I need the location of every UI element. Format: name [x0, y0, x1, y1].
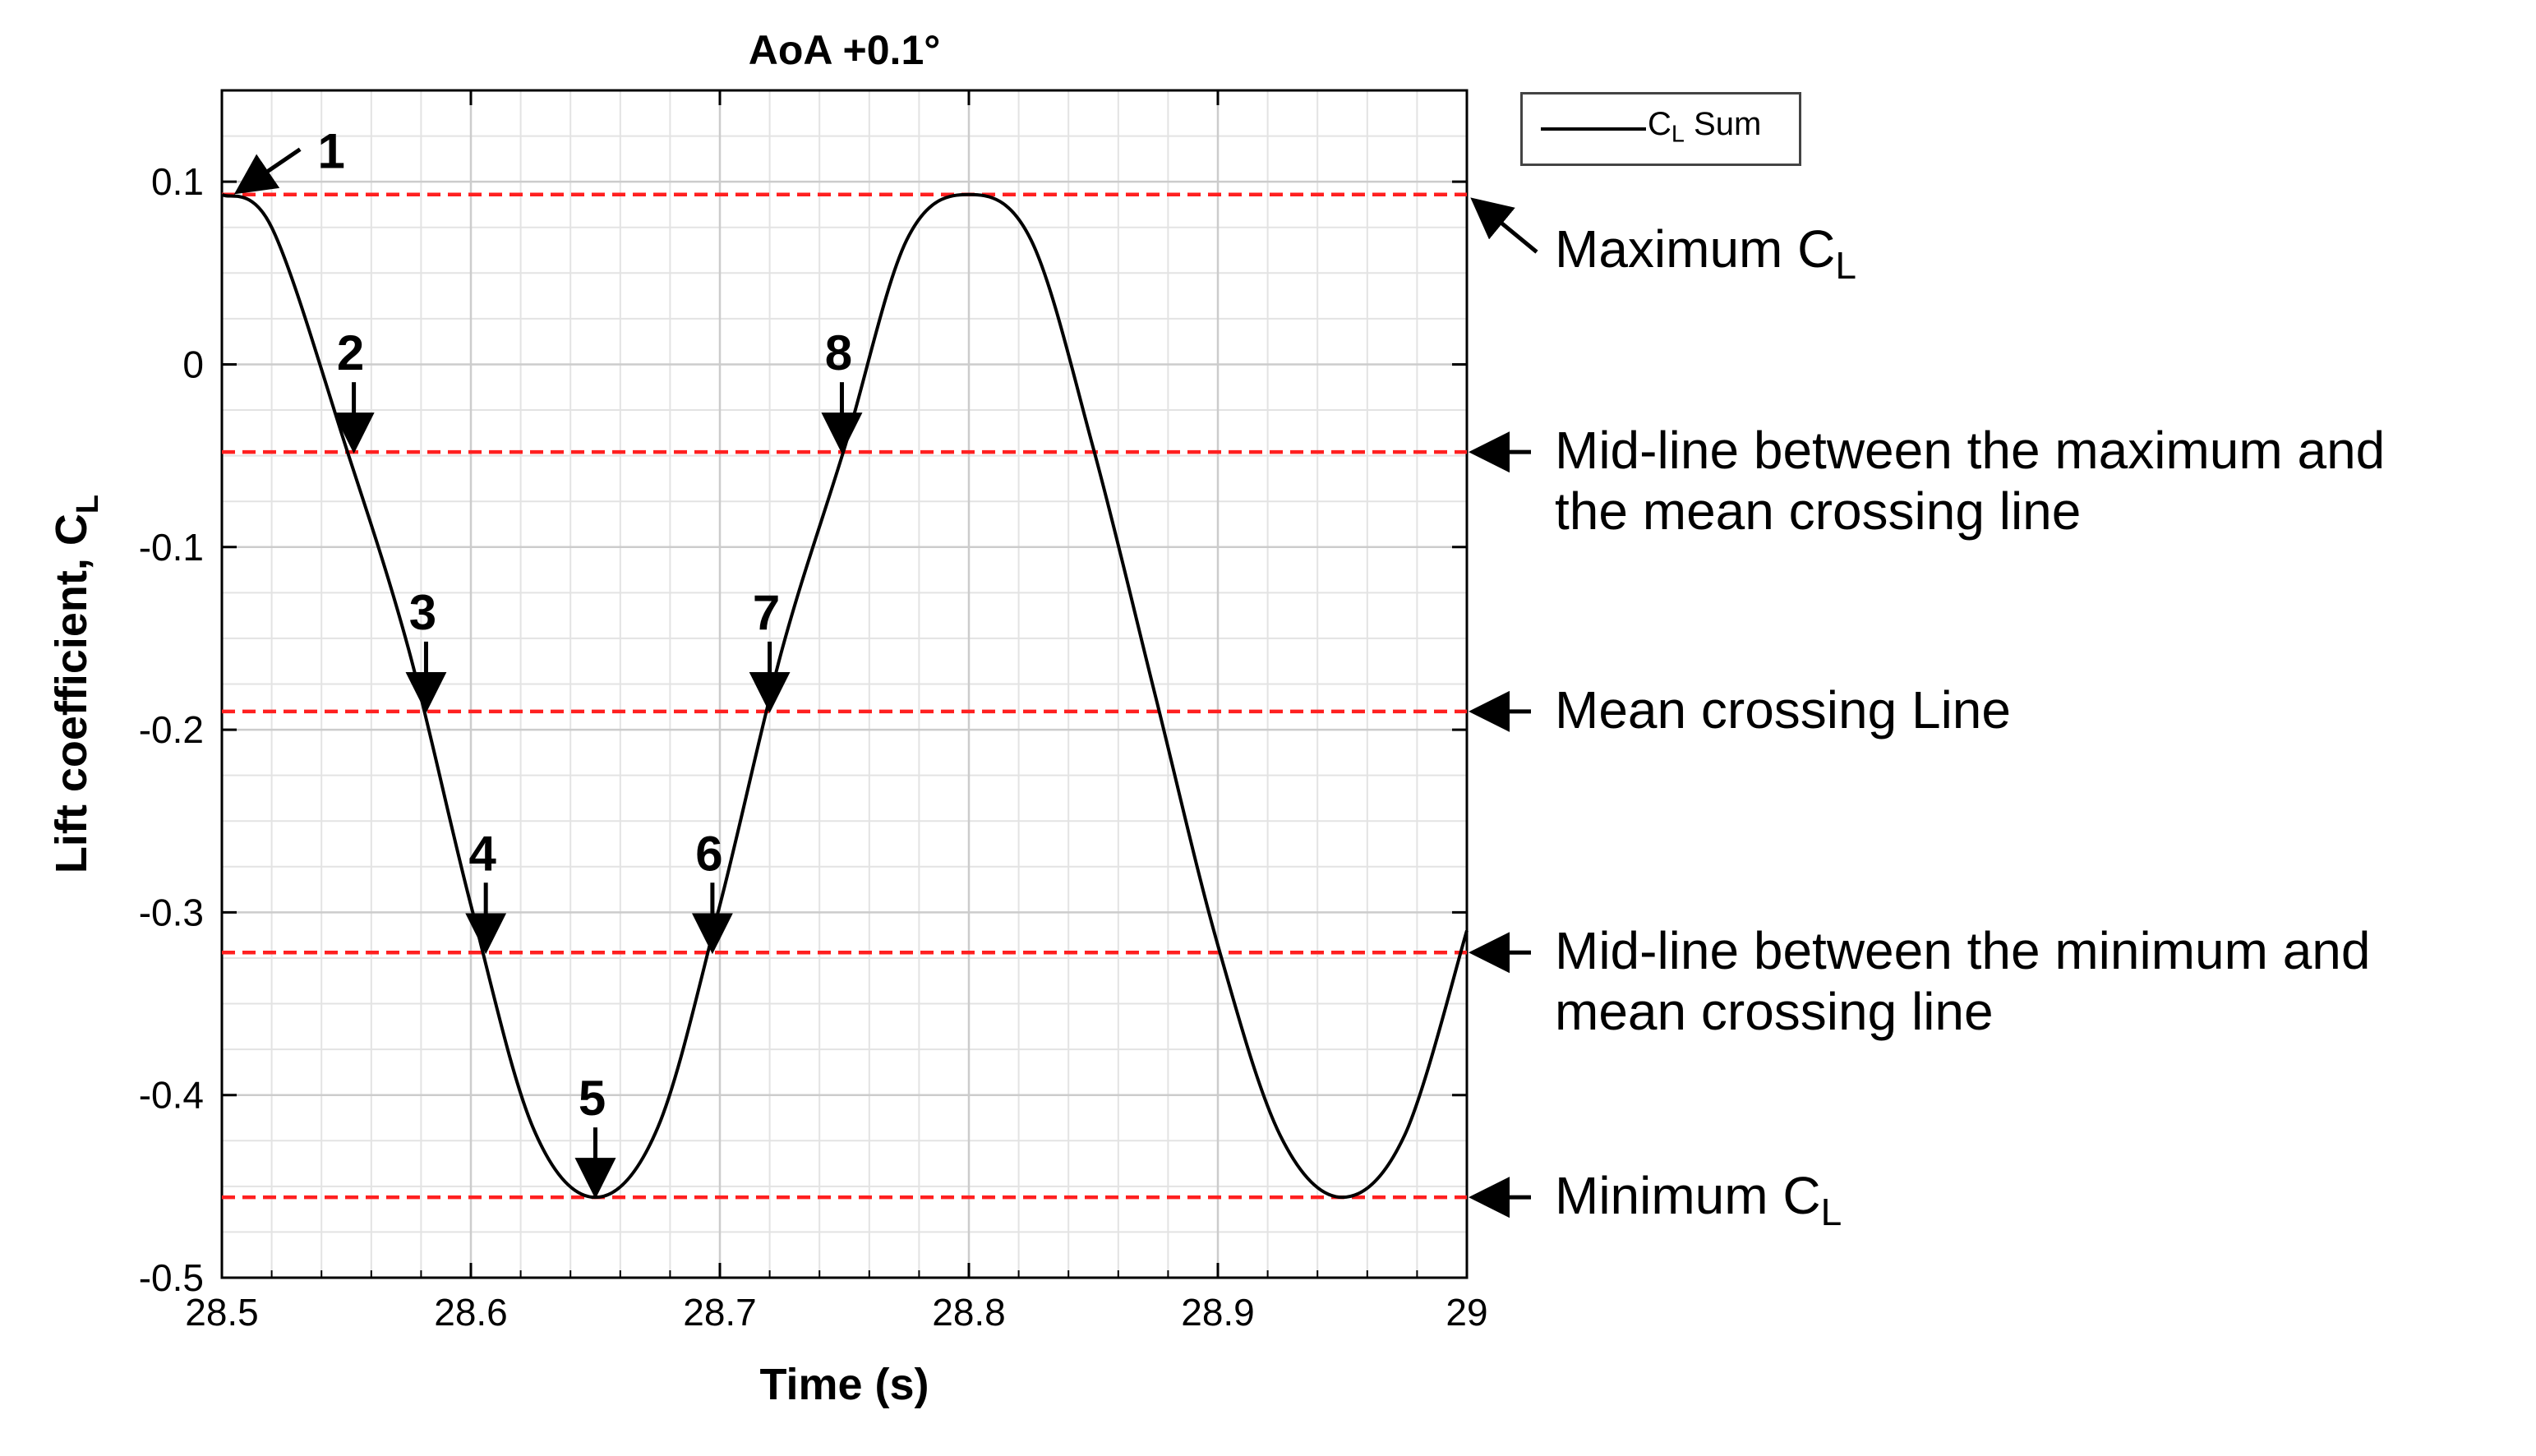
x-tick-label: 28.5 — [185, 1291, 259, 1334]
annotation-label-2: 2 — [337, 325, 364, 380]
y-tick-label: -0.3 — [139, 891, 204, 933]
y-tick-label: -0.1 — [139, 526, 204, 569]
annotation-label-6: 6 — [695, 826, 722, 881]
y-tick-label: 0.1 — [151, 160, 204, 203]
axes-frame — [220, 89, 1469, 1279]
ref-label-text: Mid-line between the maximum and — [1555, 421, 2386, 481]
x-tick-label: 29 — [1446, 1291, 1487, 1334]
ref-label-text: Mid-line between the minimum and — [1555, 921, 2371, 981]
ref-label-text: Maximum C — [1555, 219, 1836, 279]
annotation-label-3: 3 — [409, 585, 436, 640]
y-axis-label: Lift coefficient, CL — [47, 495, 105, 873]
ref-label-text: Minimum C — [1555, 1166, 1821, 1226]
y-tick-label: -0.4 — [139, 1074, 204, 1117]
annotation-arrow-1 — [233, 147, 302, 195]
y-tick-label: -0.5 — [139, 1256, 204, 1299]
x-tick-label: 28.6 — [434, 1291, 508, 1334]
annotation-label-5: 5 — [579, 1071, 606, 1126]
ref-label-min: Minimum CL — [1555, 1166, 1842, 1231]
ref-label-mean: Mean crossing Line — [1555, 680, 2011, 741]
legend: CL Sum — [1520, 92, 1801, 166]
ref-label-mid-upper: Mid-line between the maximum and the mean… — [1555, 421, 2385, 541]
legend-line-swatch — [1541, 127, 1646, 131]
chart-title: AoA +0.1° — [749, 27, 941, 73]
x-tick-label: 28.8 — [932, 1291, 1006, 1334]
y-tick-label: -0.2 — [139, 708, 204, 751]
annotation-label-7: 7 — [753, 585, 780, 640]
ref-label-text: Mean crossing Line — [1555, 680, 2011, 740]
series-line-cl-sum — [220, 192, 1469, 1200]
annotation-label-4: 4 — [468, 826, 496, 881]
x-tick-label: 28.7 — [683, 1291, 757, 1334]
x-tick-label: 28.9 — [1181, 1291, 1255, 1334]
ref-label-text-line2: the mean crossing line — [1555, 481, 2082, 541]
y-tick-label: 0 — [182, 343, 204, 385]
ref-label-subscript: L — [1835, 243, 1856, 287]
x-axis-label: Time (s) — [759, 1360, 929, 1409]
annotation-label-1: 1 — [317, 124, 344, 179]
legend-label: CL Sum — [1648, 106, 1762, 148]
ref-arrow-max — [1470, 197, 1538, 254]
ref-label-text-line2: mean crossing line — [1555, 981, 1994, 1041]
ref-label-mid-lower: Mid-line between the minimum and mean cro… — [1555, 921, 2370, 1042]
ref-label-subscript: L — [1820, 1190, 1842, 1233]
annotation-label-8: 8 — [825, 325, 852, 380]
ref-label-max: Maximum CL — [1555, 219, 1856, 284]
